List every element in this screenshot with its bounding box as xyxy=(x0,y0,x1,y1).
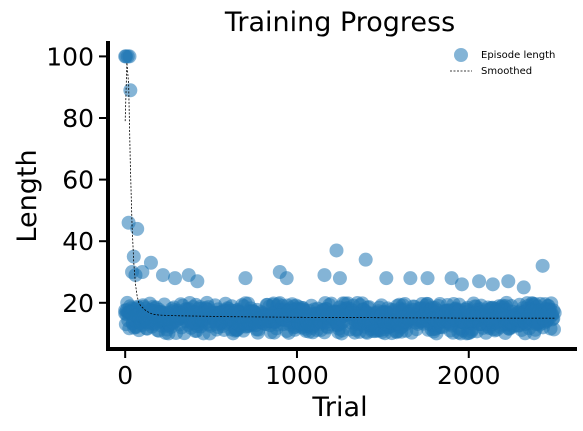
data-point xyxy=(190,274,205,289)
data-point xyxy=(135,265,150,279)
data-point xyxy=(332,271,347,286)
data-point xyxy=(238,271,253,286)
y-tick-label: 80 xyxy=(62,104,94,133)
data-point xyxy=(317,268,332,283)
data-point xyxy=(501,274,516,289)
x-axis-label: Trial xyxy=(311,392,367,423)
data-point xyxy=(516,280,531,295)
legend-label-smoothed: Smoothed xyxy=(481,66,532,77)
data-point xyxy=(546,322,561,337)
data-point xyxy=(379,271,394,286)
x-tick-label: 1000 xyxy=(265,361,329,390)
data-point xyxy=(420,271,435,286)
data-point xyxy=(358,252,373,267)
chart-title: Training Progress xyxy=(224,7,455,38)
data-point xyxy=(546,303,561,318)
data-point xyxy=(143,255,158,270)
data-point xyxy=(123,83,138,98)
legend-marker-episode-length xyxy=(454,48,468,62)
axis-ticks: 0 1000 2000 20 40 60 80 100 xyxy=(46,42,500,390)
data-point xyxy=(403,271,418,286)
data-point xyxy=(329,243,344,258)
x-tick-label: 2000 xyxy=(437,361,501,390)
x-tick-label: 0 xyxy=(117,361,133,390)
y-tick-label: 100 xyxy=(46,42,94,71)
data-point xyxy=(130,221,145,236)
legend: Episode length Smoothed xyxy=(450,48,555,77)
data-point xyxy=(444,271,459,286)
data-point xyxy=(279,271,294,286)
y-axis-label: Length xyxy=(12,149,43,242)
legend-label-episode-length: Episode length xyxy=(481,50,555,61)
data-point xyxy=(535,258,550,273)
y-tick-label: 20 xyxy=(62,289,94,318)
y-tick-label: 40 xyxy=(62,227,94,256)
data-point xyxy=(122,49,137,64)
smoothed-line xyxy=(124,62,555,319)
data-point xyxy=(454,277,469,292)
data-point xyxy=(485,277,500,292)
data-point xyxy=(472,274,487,289)
smoothed-line-layer xyxy=(124,62,555,319)
y-tick-label: 60 xyxy=(62,166,94,195)
data-point xyxy=(168,271,182,286)
data-points xyxy=(118,49,562,341)
data-point xyxy=(155,268,170,283)
